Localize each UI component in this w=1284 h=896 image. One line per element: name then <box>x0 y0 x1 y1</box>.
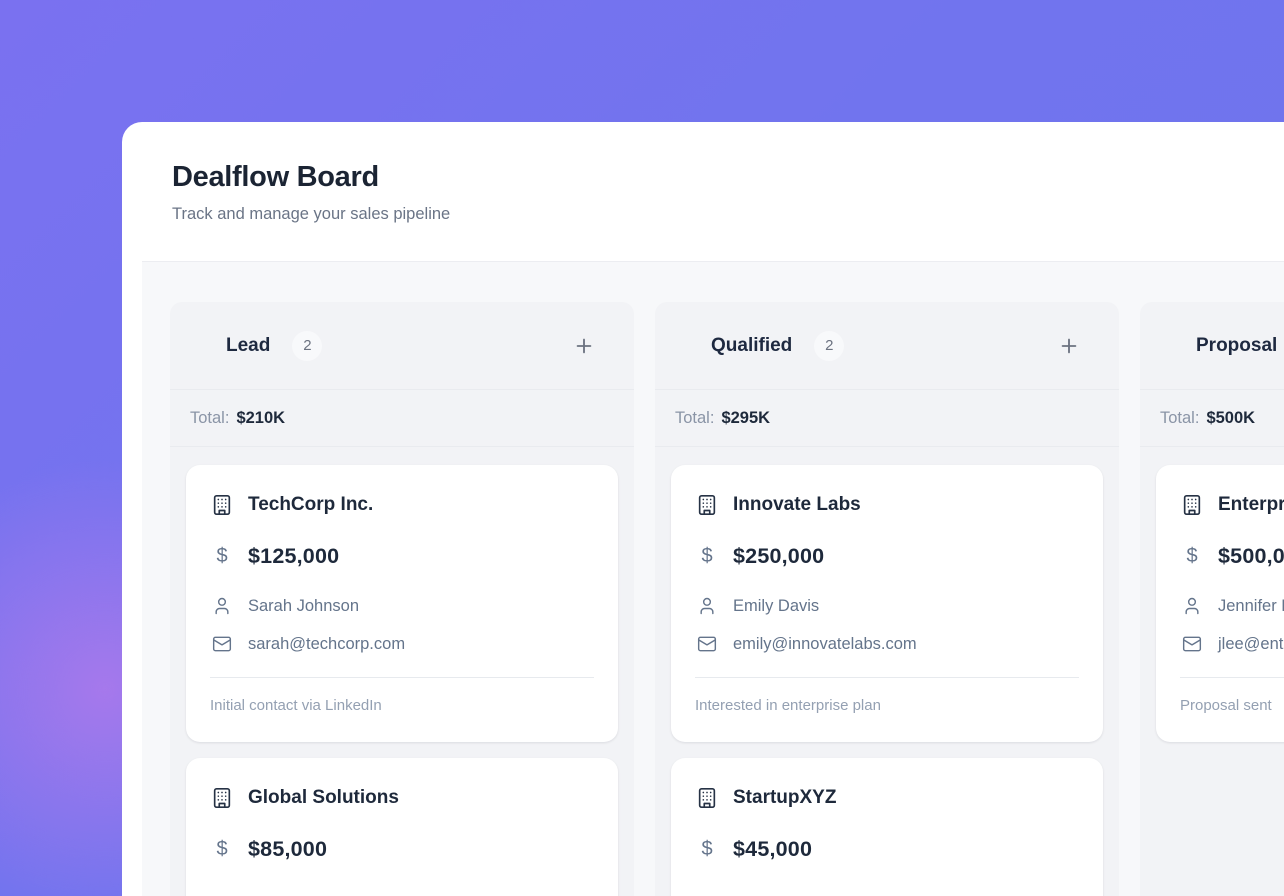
company-name: StartupXYZ <box>733 787 837 808</box>
deal-amount: $250,000 <box>733 544 825 568</box>
dollar-icon: $ <box>1186 545 1198 567</box>
company-name: TechCorp Inc. <box>248 494 374 515</box>
cards-list: Enterprise Co $ $500,000 Jennifer Lee <box>1140 447 1284 758</box>
deal-card[interactable]: TechCorp Inc. $ $125,000 Sarah Johnson <box>186 465 618 742</box>
building-icon <box>695 493 719 517</box>
dollar-icon: $ <box>216 545 228 567</box>
column-header: Proposal <box>1140 302 1284 390</box>
plus-icon <box>572 334 596 358</box>
card-divider <box>210 677 594 678</box>
person-icon <box>1180 594 1204 618</box>
person-icon <box>210 594 234 618</box>
total-label: Total: <box>1160 408 1200 427</box>
building-icon <box>210 493 234 517</box>
column-total: Total: $500K <box>1140 390 1284 447</box>
column-header: Lead 2 <box>170 302 634 390</box>
building-icon <box>695 786 719 810</box>
contact-name: Sarah Johnson <box>248 596 359 615</box>
kanban-column-lead: Lead 2 Total: $210K T <box>170 302 634 896</box>
deal-note: Interested in enterprise plan <box>695 697 881 714</box>
page-subtitle: Track and manage your sales pipeline <box>172 205 451 223</box>
column-count-badge: 2 <box>814 330 845 361</box>
mail-icon <box>210 632 234 656</box>
column-count-badge: 2 <box>292 330 323 361</box>
add-card-button[interactable] <box>1055 332 1083 360</box>
deal-card[interactable]: Global Solutions $ $85,000 <box>186 758 618 896</box>
plus-icon <box>1057 334 1081 358</box>
contact-email: emily@innovatelabs.com <box>733 634 917 653</box>
dollar-icon: $ <box>216 838 228 860</box>
total-value: $295K <box>721 408 771 427</box>
card-divider <box>695 677 1079 678</box>
add-card-button[interactable] <box>570 332 598 360</box>
cards-list: TechCorp Inc. $ $125,000 Sarah Johnson <box>170 447 634 896</box>
column-title: Lead <box>226 334 271 356</box>
contact-email: jlee@enterprise.com <box>1218 634 1284 653</box>
column-header: Qualified 2 <box>655 302 1119 390</box>
dollar-icon: $ <box>701 545 713 567</box>
deal-card[interactable]: StartupXYZ $ $45,000 <box>671 758 1103 896</box>
contact-email: sarah@techcorp.com <box>248 634 406 653</box>
page-header: Dealflow Board Track and manage your sal… <box>122 122 1284 226</box>
deal-amount: $85,000 <box>248 837 328 861</box>
page-title: Dealflow Board <box>172 161 379 193</box>
kanban-board: Lead 2 Total: $210K T <box>142 261 1284 896</box>
deal-note: Initial contact via LinkedIn <box>210 697 382 714</box>
main-panel: Dealflow Board Track and manage your sal… <box>122 122 1284 896</box>
column-total: Total: $210K <box>170 390 634 447</box>
contact-name: Emily Davis <box>733 596 820 615</box>
column-total: Total: $295K <box>655 390 1119 447</box>
cards-list: Innovate Labs $ $250,000 Emily Davis <box>655 447 1119 896</box>
kanban-column-proposal: Proposal Total: $500K <box>1140 302 1284 896</box>
total-label: Total: <box>675 408 715 427</box>
dollar-icon: $ <box>701 838 713 860</box>
deal-note: Proposal sent <box>1180 697 1272 714</box>
total-value: $210K <box>236 408 286 427</box>
kanban-column-qualified: Qualified 2 Total: $295K <box>655 302 1119 896</box>
mail-icon <box>695 632 719 656</box>
deal-amount: $500,000 <box>1218 544 1284 568</box>
deal-amount: $125,000 <box>248 544 340 568</box>
company-name: Enterprise Co <box>1218 494 1284 515</box>
column-title: Proposal <box>1196 334 1278 356</box>
deal-card[interactable]: Enterprise Co $ $500,000 Jennifer Lee <box>1156 465 1284 742</box>
total-label: Total: <box>190 408 230 427</box>
column-title: Qualified <box>711 334 793 356</box>
deal-amount: $45,000 <box>733 837 813 861</box>
building-icon <box>210 786 234 810</box>
contact-name: Jennifer Lee <box>1218 596 1284 615</box>
person-icon <box>695 594 719 618</box>
mail-icon <box>1180 632 1204 656</box>
company-name: Innovate Labs <box>733 494 861 515</box>
total-value: $500K <box>1206 408 1256 427</box>
company-name: Global Solutions <box>248 787 399 808</box>
deal-card[interactable]: Innovate Labs $ $250,000 Emily Davis <box>671 465 1103 742</box>
building-icon <box>1180 493 1204 517</box>
card-divider <box>1180 677 1284 678</box>
